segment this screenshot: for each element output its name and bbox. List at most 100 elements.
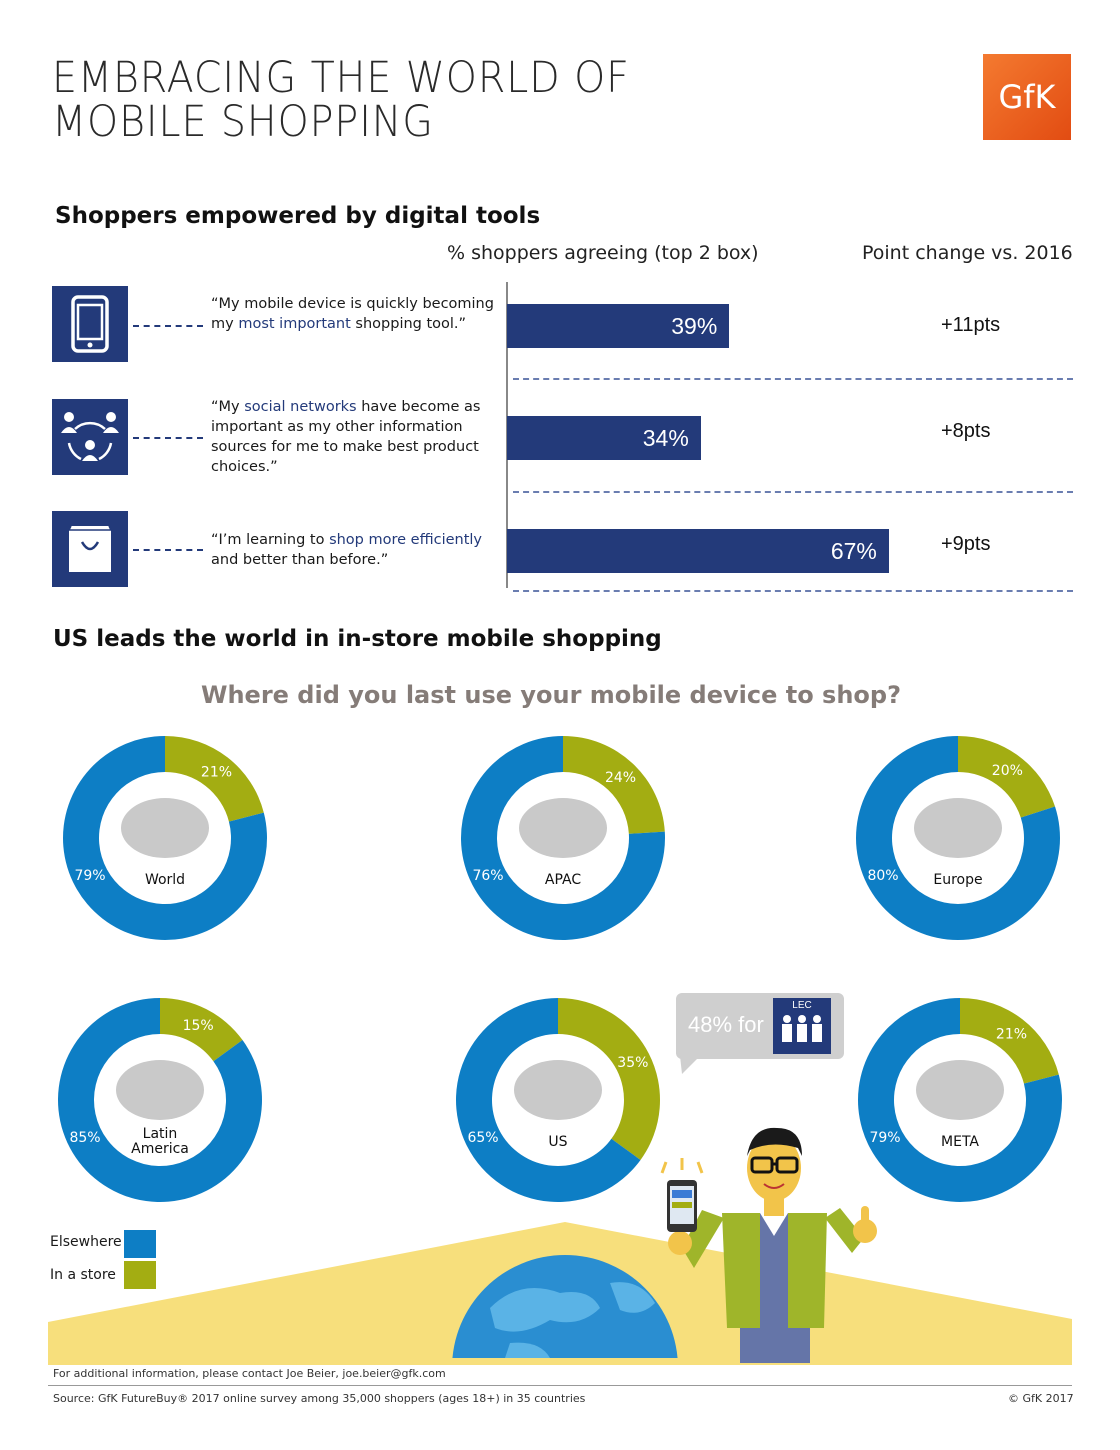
survey-question: Where did you last use your mobile devic… — [201, 681, 901, 709]
legend-in-store-swatch — [124, 1261, 156, 1289]
row-separator — [513, 491, 1073, 493]
slice-in-store — [958, 736, 1056, 818]
slice-elsewhere-label: 85% — [69, 1130, 100, 1146]
slice-elsewhere — [856, 736, 1060, 941]
col-header-pct: % shoppers agreeing (top 2 box) — [447, 242, 759, 264]
people-group-icon — [782, 1015, 822, 1042]
bar-social-networks: 34% — [507, 416, 701, 460]
section1-heading: Shoppers empowered by digital tools — [55, 203, 541, 229]
donut-apac: 24% 76% APAC — [461, 736, 665, 940]
point-change-3: +9pts — [941, 533, 991, 555]
slice-elsewhere-label: 65% — [467, 1130, 498, 1146]
legend-elsewhere-label: Elsewhere — [50, 1234, 122, 1250]
quote-1-highlight: most important — [238, 316, 351, 332]
legend-in-store-label: In a store — [50, 1267, 116, 1283]
region-map-icon — [116, 1060, 204, 1120]
slice-elsewhere — [456, 998, 641, 1203]
slice-in-store — [960, 998, 1059, 1084]
slice-elsewhere-label: 80% — [867, 868, 898, 884]
slice-elsewhere — [461, 736, 665, 940]
social-network-icon — [61, 412, 119, 461]
legend-elsewhere-swatch — [124, 1230, 156, 1258]
footer-divider — [48, 1385, 1072, 1386]
slice-in-store-label: 15% — [183, 1018, 214, 1034]
slice-in-store-label: 21% — [201, 765, 232, 781]
slice-in-store-label: 35% — [617, 1055, 648, 1071]
page-title-line1: EMBRACING THE WORLD OF — [52, 53, 630, 103]
slice-in-store-label: 21% — [996, 1027, 1027, 1043]
slice-in-store — [160, 998, 243, 1062]
quote-3-highlight: shop more efficiently — [329, 532, 483, 548]
slice-elsewhere — [63, 736, 267, 940]
slice-in-store-label: 24% — [605, 770, 636, 786]
slice-elsewhere — [58, 998, 263, 1203]
slice-elsewhere-label: 79% — [74, 868, 105, 884]
person-illustration — [660, 1127, 877, 1363]
col-header-change: Point change vs. 2016 — [862, 242, 1073, 264]
slice-in-store-label: 20% — [992, 763, 1023, 779]
row-separator — [513, 378, 1073, 380]
region-name: Latin America — [131, 1126, 189, 1157]
point-change-1: +11pts — [941, 314, 1001, 336]
region-map-icon — [519, 798, 607, 858]
quote-1-text-end: shopping tool.” — [350, 316, 467, 332]
footer-contact: For additional information, please conta… — [53, 1367, 446, 1380]
bar-value-label: 39% — [671, 312, 718, 339]
page-title-line2: MOBILE SHOPPING — [52, 97, 434, 147]
gfk-logo: GfK — [983, 54, 1071, 140]
row1-connector — [133, 325, 203, 327]
quote-3-text: “I’m learning to — [211, 532, 330, 548]
quote-2-text-end: have become as important as my other inf… — [211, 399, 481, 475]
smartphone-icon-box — [52, 286, 128, 362]
donut-us: 35% 65% US — [456, 998, 660, 1203]
section2-heading: US leads the world in in-store mobile sh… — [53, 626, 662, 652]
shopping-bag-icon-box — [52, 511, 128, 587]
region-map-icon — [914, 798, 1002, 858]
slice-in-store — [563, 736, 665, 834]
quote-1-text: “My mobile device is quickly becoming my — [211, 296, 494, 332]
smartphone-icon — [71, 295, 109, 353]
shopping-bag-icon — [67, 525, 113, 572]
donut-meta: 21% 79% META — [858, 998, 1063, 1202]
quote-3: “I’m learning to shop more efficiently a… — [211, 530, 496, 570]
slice-elsewhere-label: 79% — [869, 1130, 900, 1146]
footer-source: Source: GfK FutureBuy® 2017 online surve… — [53, 1392, 586, 1405]
donut-world: 21% 79% World — [63, 736, 267, 940]
region-map-icon — [514, 1060, 602, 1120]
bar-value-label: 34% — [642, 424, 689, 451]
quote-1: “My mobile device is quickly becoming my… — [211, 294, 501, 334]
region-name: US — [548, 1134, 567, 1150]
globe-illustration — [452, 1255, 678, 1358]
region-name: APAC — [545, 872, 581, 888]
region-map-icon — [121, 798, 209, 858]
footer-copyright: © GfK 2017 — [1008, 1392, 1074, 1405]
slice-elsewhere — [858, 998, 1063, 1202]
region-name: Europe — [933, 872, 982, 888]
slice-elsewhere-label: 76% — [472, 868, 503, 884]
callout-text: 48% for — [688, 1012, 764, 1037]
bar-shop-efficiently: 67% — [507, 529, 889, 573]
lec-badge: LEC — [773, 998, 831, 1054]
region-map-icon — [916, 1060, 1004, 1120]
quote-3-text-end: and better than before.” — [211, 552, 389, 568]
page-title: EMBRACING THE WORLD OF MOBILE SHOPPING — [52, 56, 630, 144]
bar-value-label: 67% — [830, 537, 877, 564]
logo-text: GfK — [998, 78, 1056, 116]
donut-latin-america: 15% 85% Latin America — [58, 998, 263, 1203]
row-separator — [513, 590, 1073, 592]
social-network-icon-box — [52, 399, 128, 475]
slice-in-store — [558, 998, 660, 1160]
lec-badge-label: LEC — [792, 1000, 812, 1011]
quote-2: “My social networks have become as impor… — [211, 397, 486, 477]
row3-connector — [133, 549, 203, 551]
point-change-2: +8pts — [941, 420, 991, 442]
quote-2-text: “My — [211, 399, 245, 415]
region-name: META — [941, 1134, 979, 1150]
quote-2-highlight: social networks — [244, 399, 357, 415]
bar-mobile-tool: 39% — [507, 304, 730, 348]
slice-in-store — [165, 736, 264, 822]
region-name: World — [145, 872, 185, 888]
row2-connector — [133, 437, 203, 439]
donut-europe: 20% 80% Europe — [856, 736, 1060, 941]
